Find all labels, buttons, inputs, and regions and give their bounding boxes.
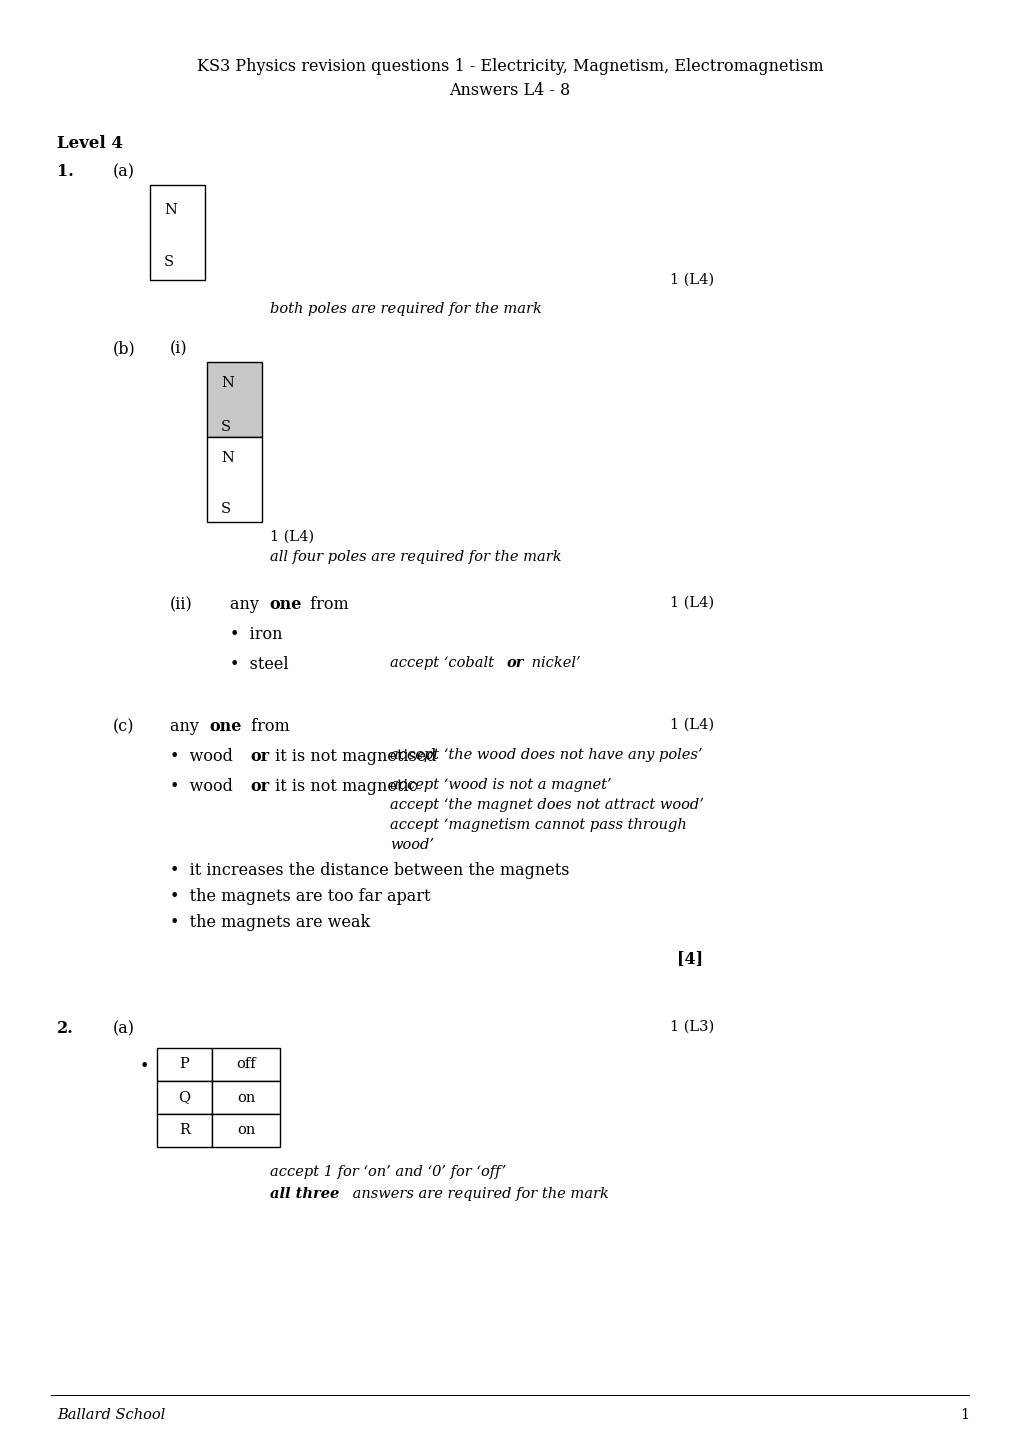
Text: 1.: 1. <box>57 164 73 180</box>
Text: •  wood: • wood <box>170 778 237 796</box>
Bar <box>207 437 262 523</box>
Text: •: • <box>140 1058 149 1076</box>
Text: •  the magnets are weak: • the magnets are weak <box>170 913 370 931</box>
Text: it is not magnetic: it is not magnetic <box>270 778 417 796</box>
Text: wood’: wood’ <box>389 839 433 852</box>
Bar <box>150 185 205 280</box>
Text: 1 (L3): 1 (L3) <box>669 1020 713 1034</box>
Text: accept ‘the wood does not have any poles’: accept ‘the wood does not have any poles… <box>389 748 702 763</box>
Text: (b): (b) <box>113 340 136 358</box>
Text: 1 (L4): 1 (L4) <box>669 718 713 732</box>
Text: accept ‘cobalt: accept ‘cobalt <box>389 656 498 671</box>
Text: or: or <box>250 778 269 796</box>
Bar <box>212 1114 280 1147</box>
Text: 1 (L4): 1 (L4) <box>669 596 713 610</box>
Text: all four poles are required for the mark: all four poles are required for the mark <box>270 550 561 564</box>
Text: accept ‘the magnet does not attract wood’: accept ‘the magnet does not attract wood… <box>389 798 703 811</box>
Text: one: one <box>269 596 301 613</box>
Text: S: S <box>221 503 231 516</box>
Text: any: any <box>229 596 264 613</box>
Text: (c): (c) <box>113 718 135 735</box>
Text: answers are required for the mark: answers are required for the mark <box>347 1188 608 1200</box>
Text: 1 (L4): 1 (L4) <box>669 273 713 287</box>
Text: •  iron: • iron <box>229 626 282 643</box>
Text: accept 1 for ‘on’ and ‘0’ for ‘off’: accept 1 for ‘on’ and ‘0’ for ‘off’ <box>270 1165 505 1179</box>
Text: •  it increases the distance between the magnets: • it increases the distance between the … <box>170 862 569 879</box>
Bar <box>157 1081 212 1114</box>
Text: Q: Q <box>178 1090 191 1104</box>
Bar <box>212 1081 280 1114</box>
Text: or: or <box>506 656 524 671</box>
Text: R: R <box>179 1123 190 1137</box>
Text: from: from <box>246 718 289 735</box>
Text: S: S <box>164 256 174 269</box>
Text: off: off <box>236 1057 256 1071</box>
Text: (a): (a) <box>113 164 135 180</box>
Text: S: S <box>221 419 231 434</box>
Text: 1: 1 <box>959 1409 968 1422</box>
Text: both poles are required for the mark: both poles are required for the mark <box>270 302 541 316</box>
Text: one: one <box>209 718 242 735</box>
Text: •  wood: • wood <box>170 748 237 765</box>
Text: •  the magnets are too far apart: • the magnets are too far apart <box>170 887 430 905</box>
Text: (a): (a) <box>113 1020 135 1037</box>
Text: nickel’: nickel’ <box>527 656 580 671</box>
Bar <box>212 1048 280 1081</box>
Text: (ii): (ii) <box>170 596 193 613</box>
Text: •  steel: • steel <box>229 656 288 673</box>
Text: from: from <box>305 596 348 613</box>
Text: P: P <box>179 1057 190 1071</box>
Bar <box>207 362 262 437</box>
Bar <box>157 1048 212 1081</box>
Text: on: on <box>236 1123 255 1137</box>
Text: [4]: [4] <box>677 951 702 966</box>
Text: it is not magnetised: it is not magnetised <box>270 748 436 765</box>
Text: (i): (i) <box>170 340 187 358</box>
Text: accept ‘magnetism cannot pass through: accept ‘magnetism cannot pass through <box>389 819 686 831</box>
Text: on: on <box>236 1090 255 1104</box>
Text: 2.: 2. <box>57 1020 73 1037</box>
Text: all three: all three <box>270 1188 339 1200</box>
Text: 1 (L4): 1 (L4) <box>270 530 314 544</box>
Text: N: N <box>164 202 176 217</box>
Text: or: or <box>250 748 269 765</box>
Text: N: N <box>221 376 233 391</box>
Text: KS3 Physics revision questions 1 - Electricity, Magnetism, Electromagnetism: KS3 Physics revision questions 1 - Elect… <box>197 57 822 75</box>
Text: Answers L4 - 8: Answers L4 - 8 <box>449 82 570 99</box>
Text: Level 4: Level 4 <box>57 135 123 152</box>
Bar <box>157 1114 212 1147</box>
Text: N: N <box>221 451 233 465</box>
Text: any: any <box>170 718 204 735</box>
Text: accept ‘wood is not a magnet’: accept ‘wood is not a magnet’ <box>389 778 611 793</box>
Text: Ballard School: Ballard School <box>57 1409 165 1422</box>
